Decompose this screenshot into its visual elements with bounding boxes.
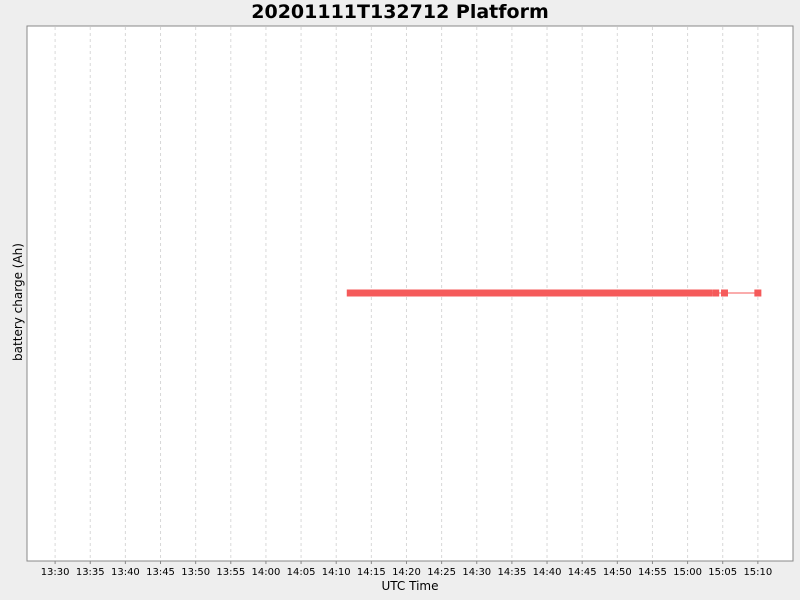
x-tick-label-13: 14:35 (497, 567, 526, 578)
x-tick-label-11: 14:25 (427, 567, 456, 578)
x-tick-label-4: 13:50 (181, 567, 210, 578)
x-tick-label-20: 15:10 (743, 567, 772, 578)
data-point-0-1 (720, 289, 728, 297)
x-tick-label-16: 14:50 (603, 567, 632, 578)
x-tick-label-18: 15:00 (673, 567, 702, 578)
x-tick-label-1: 13:35 (76, 567, 105, 578)
x-tick-label-2: 13:40 (111, 567, 140, 578)
x-tick-label-3: 13:45 (146, 567, 175, 578)
x-tick-label-17: 14:55 (638, 567, 667, 578)
x-tick-label-12: 14:30 (462, 567, 491, 578)
x-tick-label-7: 14:05 (287, 567, 316, 578)
y-axis-label: battery charge (Ah) (11, 243, 25, 361)
x-tick-label-15: 14:45 (568, 567, 597, 578)
x-tick-label-5: 13:55 (216, 567, 245, 578)
x-tick-label-0: 13:30 (41, 567, 70, 578)
x-tick-label-6: 14:00 (252, 567, 281, 578)
x-axis-ticks: 13:30 13:35 13:40 13:45 13:50 13:55 14:00 14:05… (41, 561, 772, 578)
x-tick-label-14: 14:40 (533, 567, 562, 578)
x-tick-label-19: 15:05 (708, 567, 737, 578)
series-dense-points-0 (346, 289, 713, 297)
x-tick-label-10: 14:20 (392, 567, 421, 578)
series-layer (346, 289, 762, 297)
data-point-0-0 (712, 289, 720, 297)
data-point-0-2 (754, 289, 762, 297)
x-tick-label-8: 14:10 (322, 567, 351, 578)
x-tick-label-9: 14:15 (357, 567, 386, 578)
x-axis-label: UTC Time (382, 579, 439, 593)
chart-title: 20201111T132712 Platform (251, 1, 549, 23)
